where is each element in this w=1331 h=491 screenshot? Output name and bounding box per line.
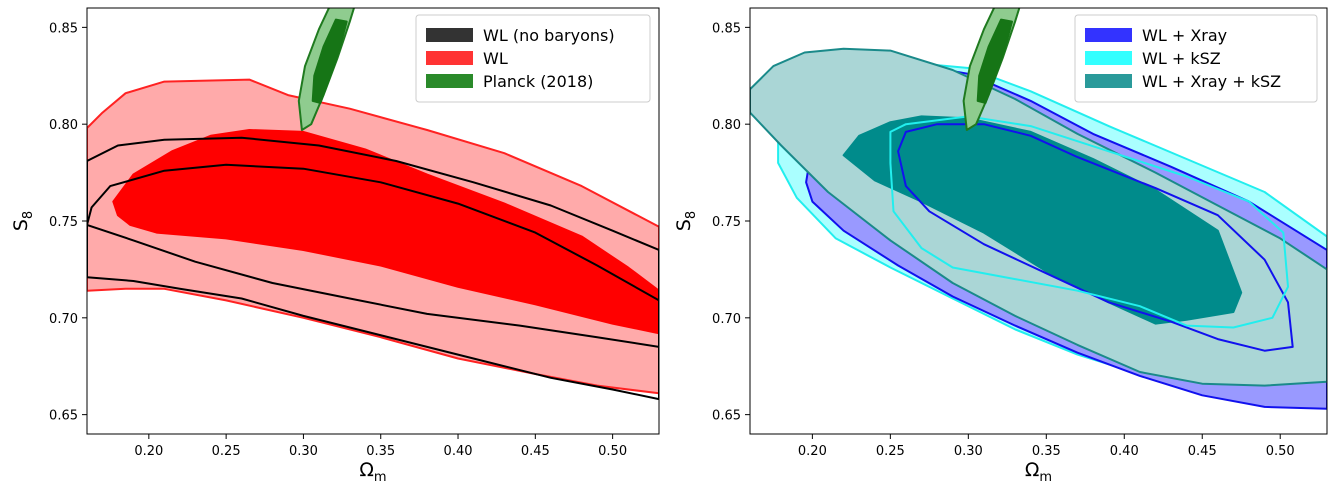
y-tick-label: 0.85 [712, 21, 741, 36]
contour-wl-inner [112, 129, 659, 335]
contour-wl-xray-ksz-inner [842, 115, 1243, 325]
y-tick-label: 0.65 [49, 409, 78, 424]
legend-swatch-planck-2018 [426, 74, 473, 88]
contour-wl-no-baryons-outer [87, 136, 659, 401]
left-panel: 0.20 0.25 0.30 0.35 0.40 0.45 0.50 0.65 0.70 0.75… [10, 7, 660, 485]
x-tick-label: 0.20 [798, 444, 827, 459]
legend-swatch-wl-no-baryons [426, 28, 473, 42]
y-tick-label: 0.70 [49, 312, 78, 327]
legend: WL + Xray WL + kSZ WL + Xray + kSZ [1074, 14, 1318, 103]
y-tick-label: 0.85 [49, 21, 78, 36]
y-axis-label: S8 [673, 211, 699, 231]
x-tick-label: 0.45 [1188, 444, 1217, 459]
x-tick-label: 0.25 [212, 444, 241, 459]
x-tick-label: 0.40 [444, 444, 473, 459]
legend-label-wl-no-baryons: WL (no baryons) [483, 26, 615, 45]
x-tick-label: 0.20 [134, 444, 163, 459]
legend-label-wl-xray-ksz: WL + Xray + kSZ [1142, 72, 1281, 91]
contour-planck-2018-inner [976, 18, 1013, 104]
x-tick-label: 0.35 [1032, 444, 1061, 459]
legend-box [1074, 14, 1318, 103]
legend-label-wl-xray: WL + Xray [1142, 26, 1227, 45]
x-axis-label: Ωm [1025, 459, 1052, 485]
plot-area [87, 8, 659, 401]
legend-label-planck-2018: Planck (2018) [483, 72, 593, 91]
legend-swatch-wl [426, 51, 473, 65]
legend-label-wl-ksz: WL + kSZ [1142, 49, 1221, 68]
contour-wl-no-baryons-inner [87, 163, 659, 348]
x-tick-label: 0.30 [289, 444, 318, 459]
y-tick-label: 0.75 [712, 215, 741, 230]
x-tick-label: 0.30 [954, 444, 983, 459]
legend-swatch-wl-xray [1085, 28, 1132, 42]
y-tick-label: 0.70 [712, 312, 741, 327]
contour-planck-2018-inner [311, 18, 348, 104]
x-tick-label: 0.50 [1266, 444, 1295, 459]
x-tick-label: 0.50 [598, 444, 627, 459]
right-panel: 0.20 0.25 0.30 0.35 0.40 0.45 0.50 0.65 0.70 0.75… [673, 7, 1328, 485]
y-tick-label: 0.80 [712, 118, 741, 133]
legend-box [415, 14, 651, 103]
x-tick-label: 0.45 [521, 444, 550, 459]
x-tick-label: 0.25 [876, 444, 905, 459]
legend-label-wl: WL [483, 49, 508, 68]
plot-area [750, 8, 1327, 410]
legend-swatch-wl-ksz [1085, 51, 1132, 65]
x-tick-label: 0.35 [366, 444, 395, 459]
y-tick-label: 0.65 [712, 409, 741, 424]
x-tick-label: 0.40 [1110, 444, 1139, 459]
y-axis-label: S8 [10, 211, 36, 231]
contour-wl-xray-inner [897, 123, 1294, 352]
y-tick-label: 0.80 [49, 118, 78, 133]
y-tick-label: 0.75 [49, 215, 78, 230]
legend: WL (no baryons) WL Planck (2018) [415, 14, 651, 103]
legend-swatch-wl-xray-ksz [1085, 74, 1132, 88]
x-axis-label: Ωm [359, 459, 386, 485]
contour-wl-ksz-inner [889, 115, 1289, 329]
